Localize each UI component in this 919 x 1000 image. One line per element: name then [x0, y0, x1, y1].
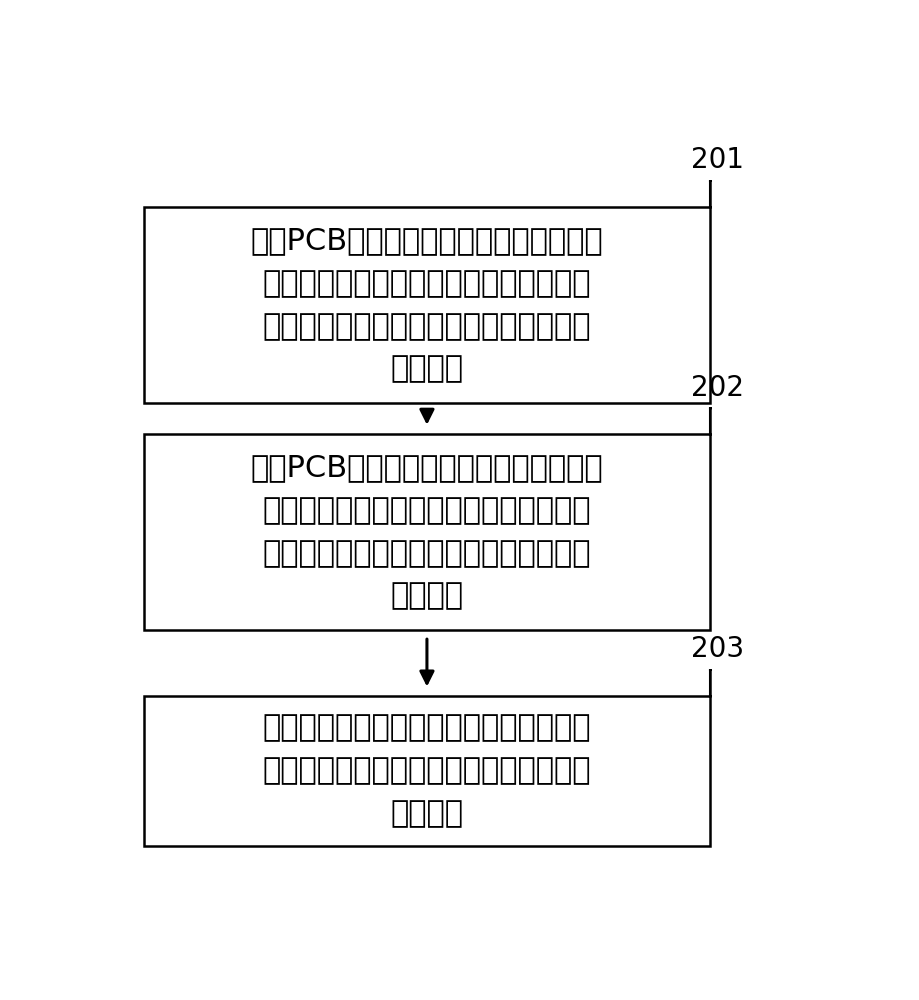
- Text: 确定PCB第一层上的差分信号线对、匹配
阻抗、过孔和功能模块，并设置差分信号
线对在匹配阻抗、过孔与功能模块之间的
信号走线: 确定PCB第一层上的差分信号线对、匹配 阻抗、过孔和功能模块，并设置差分信号 线…: [250, 226, 603, 383]
- FancyBboxPatch shape: [143, 696, 709, 846]
- Text: 201: 201: [690, 146, 743, 174]
- FancyBboxPatch shape: [143, 434, 709, 630]
- Text: 接收指令，根据指令指示连通第一功能模
块与第二功能模块或第一功能模块与第三
功能模块: 接收指令，根据指令指示连通第一功能模 块与第二功能模块或第一功能模块与第三 功能…: [263, 713, 591, 828]
- Text: 203: 203: [690, 635, 743, 663]
- Text: 确定PCB第二层上的差分信号线对、匹配
阻抗、过孔和功能模块，并设置差分信号
线对在匹配阻抗、过孔与功能模块之间的
信号走线: 确定PCB第二层上的差分信号线对、匹配 阻抗、过孔和功能模块，并设置差分信号 线…: [250, 453, 603, 611]
- Text: 202: 202: [690, 374, 743, 402]
- FancyBboxPatch shape: [143, 207, 709, 403]
